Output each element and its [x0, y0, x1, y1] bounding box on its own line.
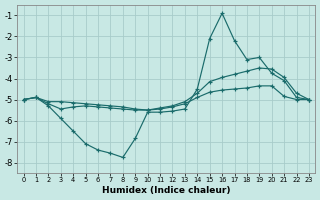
- X-axis label: Humidex (Indice chaleur): Humidex (Indice chaleur): [102, 186, 230, 195]
